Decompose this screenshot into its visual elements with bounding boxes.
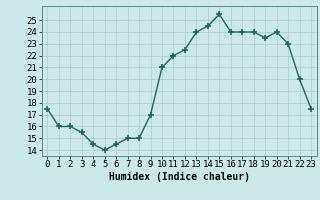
X-axis label: Humidex (Indice chaleur): Humidex (Indice chaleur) bbox=[109, 172, 250, 182]
